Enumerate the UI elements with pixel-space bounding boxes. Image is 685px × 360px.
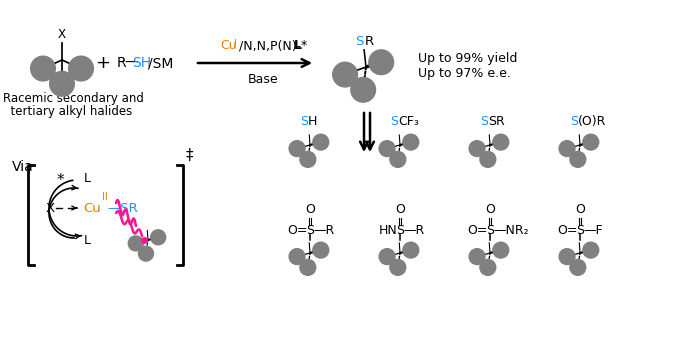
Text: —SR: —SR bbox=[107, 202, 138, 215]
Text: Via: Via bbox=[12, 160, 34, 174]
Circle shape bbox=[583, 242, 599, 258]
Circle shape bbox=[390, 152, 406, 167]
Text: /N,N,P(N)-: /N,N,P(N)- bbox=[239, 39, 301, 52]
Circle shape bbox=[369, 50, 394, 75]
Text: II: II bbox=[102, 192, 108, 202]
Circle shape bbox=[300, 152, 316, 167]
Text: I: I bbox=[234, 39, 237, 49]
Circle shape bbox=[313, 242, 329, 258]
Circle shape bbox=[313, 134, 329, 150]
Text: —: — bbox=[124, 56, 138, 70]
Text: O=: O= bbox=[288, 224, 308, 237]
Text: O: O bbox=[305, 203, 315, 216]
Text: CF₃: CF₃ bbox=[398, 115, 419, 128]
Text: O: O bbox=[395, 203, 405, 216]
Circle shape bbox=[493, 134, 509, 150]
Text: S: S bbox=[486, 224, 494, 237]
Circle shape bbox=[469, 141, 485, 157]
Circle shape bbox=[128, 236, 143, 251]
Text: O: O bbox=[575, 203, 585, 216]
Text: L: L bbox=[294, 39, 302, 52]
Circle shape bbox=[480, 260, 496, 275]
Circle shape bbox=[480, 152, 496, 167]
Circle shape bbox=[300, 260, 316, 275]
Text: Up to 99% yield: Up to 99% yield bbox=[418, 51, 517, 64]
Circle shape bbox=[289, 249, 305, 265]
Circle shape bbox=[559, 141, 575, 157]
Text: +: + bbox=[95, 54, 110, 72]
Circle shape bbox=[403, 242, 419, 258]
Circle shape bbox=[559, 249, 575, 265]
Circle shape bbox=[583, 134, 599, 150]
Circle shape bbox=[289, 141, 305, 157]
Text: *: * bbox=[56, 172, 64, 188]
Circle shape bbox=[493, 242, 509, 258]
Circle shape bbox=[31, 56, 55, 81]
Circle shape bbox=[351, 77, 375, 102]
Text: tertiary alkyl halides: tertiary alkyl halides bbox=[3, 105, 132, 118]
Circle shape bbox=[570, 260, 586, 275]
Text: SR: SR bbox=[488, 115, 505, 128]
Text: (O)R: (O)R bbox=[578, 115, 606, 128]
Text: *: * bbox=[301, 39, 308, 52]
Text: Base: Base bbox=[248, 73, 279, 86]
Text: O: O bbox=[485, 203, 495, 216]
Circle shape bbox=[390, 260, 406, 275]
Text: /SM: /SM bbox=[148, 56, 173, 70]
Circle shape bbox=[379, 249, 395, 265]
Text: S: S bbox=[576, 224, 584, 237]
Text: R: R bbox=[117, 56, 127, 70]
Text: —NR₂: —NR₂ bbox=[493, 224, 529, 237]
Text: S: S bbox=[355, 35, 363, 48]
Text: Up to 97% e.e.: Up to 97% e.e. bbox=[418, 67, 511, 80]
Text: S: S bbox=[480, 115, 488, 128]
Circle shape bbox=[403, 134, 419, 150]
Text: Cu: Cu bbox=[83, 202, 101, 215]
Text: —R: —R bbox=[313, 224, 334, 237]
Text: HN: HN bbox=[379, 224, 398, 237]
Text: R: R bbox=[365, 35, 374, 48]
Text: H: H bbox=[308, 115, 317, 128]
Text: —F: —F bbox=[583, 224, 603, 237]
Text: S: S bbox=[396, 224, 404, 237]
Circle shape bbox=[469, 249, 485, 265]
Text: X: X bbox=[58, 28, 66, 41]
Text: L: L bbox=[84, 234, 90, 247]
Text: S: S bbox=[300, 115, 308, 128]
Circle shape bbox=[379, 141, 395, 157]
Text: ‡: ‡ bbox=[186, 148, 193, 163]
Text: Racemic secondary and: Racemic secondary and bbox=[3, 92, 144, 105]
Text: S: S bbox=[570, 115, 578, 128]
Text: S: S bbox=[306, 224, 314, 237]
Circle shape bbox=[68, 56, 93, 81]
Text: X: X bbox=[45, 202, 55, 215]
Text: Cu: Cu bbox=[220, 39, 236, 52]
Text: O=: O= bbox=[558, 224, 578, 237]
Circle shape bbox=[333, 62, 358, 87]
Text: SH: SH bbox=[132, 56, 151, 70]
Text: O=: O= bbox=[467, 224, 488, 237]
Text: —R: —R bbox=[403, 224, 424, 237]
Circle shape bbox=[49, 71, 75, 96]
Circle shape bbox=[151, 230, 166, 245]
Text: S: S bbox=[390, 115, 398, 128]
Circle shape bbox=[570, 152, 586, 167]
Circle shape bbox=[138, 246, 153, 261]
Text: L: L bbox=[84, 171, 90, 185]
